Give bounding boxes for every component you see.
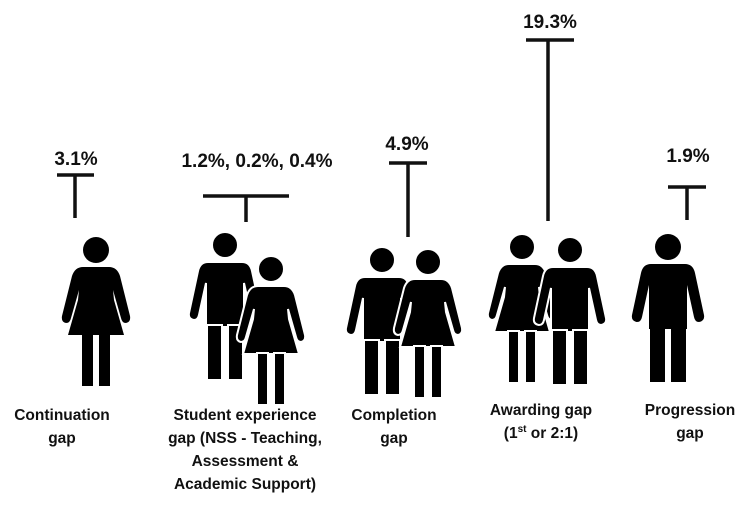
value-label: 3.1% [54,149,97,170]
text: Progression [645,402,735,419]
male-icon [631,234,705,382]
text: Completion [351,407,436,424]
female-icon [61,237,131,386]
text: Continuation [14,407,110,424]
label: (1st or 2:1) [504,424,578,442]
label: Student experience gap (NSS - Teaching, As… [168,407,322,493]
label: Completion gap [351,407,436,447]
male-icon [532,236,608,386]
text: gap [676,425,704,442]
text: gap [380,430,408,447]
value-label: 1.9% [666,146,709,167]
text: Assessment & [192,453,299,470]
text: gap [48,430,76,447]
text: st [518,424,528,435]
text: Student experience [174,407,317,424]
text: Awarding gap [490,402,592,419]
text: Academic Support) [174,476,316,493]
label: Awarding gap [490,402,592,419]
text: gap (NSS - Teaching, [168,430,322,447]
label: Progression gap [645,402,735,442]
value-label: 1.2%, 0.2%, 0.4% [181,151,332,172]
value-label: 19.3% [523,12,577,33]
text: (1 [504,425,518,442]
label: Continuation gap [14,407,110,447]
value-label: 4.9% [385,134,428,155]
text: or 2:1) [527,425,579,442]
female-icon [392,248,464,399]
